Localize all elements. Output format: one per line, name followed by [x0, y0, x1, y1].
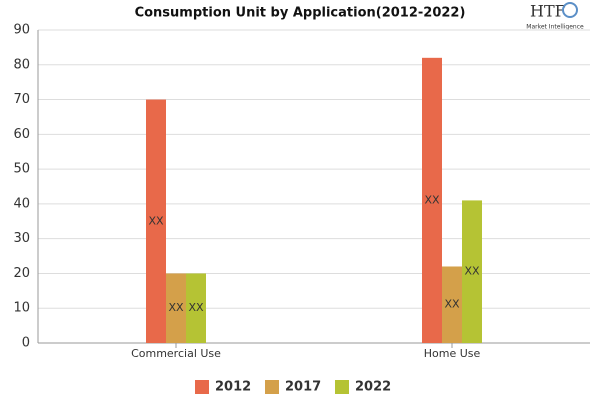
y-tick-label: 70	[13, 92, 30, 107]
chart-title: Consumption Unit by Application(2012-202…	[135, 6, 466, 21]
bar	[166, 273, 186, 343]
y-tick-label: 50	[13, 162, 30, 177]
data-label: XX	[424, 193, 440, 206]
data-label: XX	[148, 214, 164, 227]
legend-label: 2022	[355, 380, 391, 395]
data-label: XX	[168, 301, 184, 314]
legend-swatch	[265, 380, 279, 394]
x-tick-label: Commercial Use	[131, 347, 221, 360]
y-tick-label: 10	[13, 301, 30, 316]
y-tick-label: 40	[13, 196, 30, 211]
data-label: XX	[464, 265, 480, 278]
legend-swatch	[335, 380, 349, 394]
bar	[146, 99, 166, 343]
bar	[462, 200, 482, 343]
bar	[186, 273, 206, 343]
bar	[442, 266, 462, 343]
y-tick-label: 90	[13, 23, 30, 38]
watermark-logo: HTF	[530, 2, 566, 21]
bar	[422, 57, 442, 343]
y-tick-label: 0	[22, 336, 30, 351]
watermark-tagline: Market Intelligence	[526, 24, 584, 31]
legend-label: 2012	[215, 380, 251, 395]
data-label: XX	[188, 301, 204, 314]
watermark-icon	[562, 2, 578, 18]
legend-swatch	[195, 380, 209, 394]
data-label: XX	[444, 298, 460, 311]
y-tick-label: 20	[13, 266, 30, 281]
legend-label: 2017	[285, 380, 321, 395]
x-tick-label: Home Use	[424, 347, 481, 360]
y-tick-label: 60	[13, 127, 30, 142]
y-tick-label: 30	[13, 231, 30, 246]
y-tick-label: 80	[13, 57, 30, 72]
